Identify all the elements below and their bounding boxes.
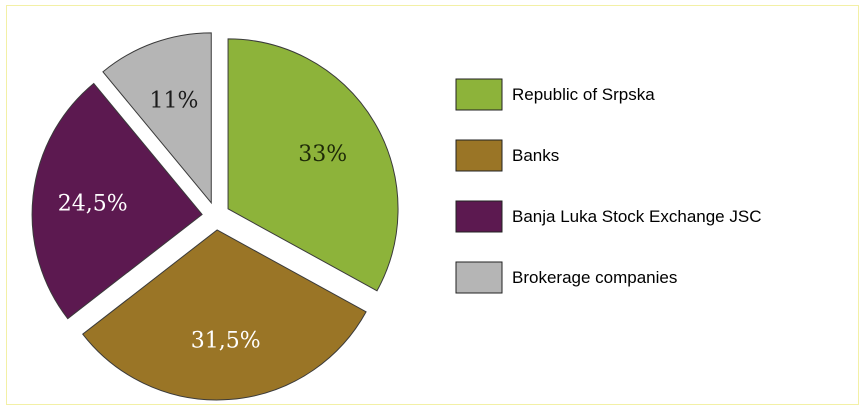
legend-swatch-2 xyxy=(455,139,503,172)
pie-slices xyxy=(31,32,399,401)
legend-label-3: Banja Luka Stock Exchange JSC xyxy=(512,207,761,226)
legend: Republic of Srpska Banks Banja Luka Stock … xyxy=(455,78,761,294)
legend-swatch-3 xyxy=(455,200,503,233)
pie-slice-label-1: 33% xyxy=(298,142,347,167)
legend-item-2: Banks xyxy=(455,139,559,172)
pie-slice-3 xyxy=(31,82,203,320)
pie-slice-label-2: 31,5% xyxy=(191,329,261,354)
pie-slice-labels: 33% 31,5% 24,5% 11% xyxy=(58,88,347,353)
legend-item-4: Brokerage companies xyxy=(455,261,677,294)
legend-label-1: Republic of Srpska xyxy=(512,85,655,104)
pie-slice-label-4: 11% xyxy=(150,88,199,113)
pie-slice-2 xyxy=(82,229,367,401)
legend-item-3: Banja Luka Stock Exchange JSC xyxy=(455,200,761,233)
pie-slice-label-3: 24,5% xyxy=(58,191,128,216)
legend-swatch-4 xyxy=(455,261,503,294)
legend-label-2: Banks xyxy=(512,146,559,165)
legend-label-4: Brokerage companies xyxy=(512,268,677,287)
pie-slice-1 xyxy=(227,38,399,292)
pie-slice-4 xyxy=(102,32,212,205)
legend-swatch-1 xyxy=(455,78,503,111)
legend-item-1: Republic of Srpska xyxy=(455,78,655,111)
